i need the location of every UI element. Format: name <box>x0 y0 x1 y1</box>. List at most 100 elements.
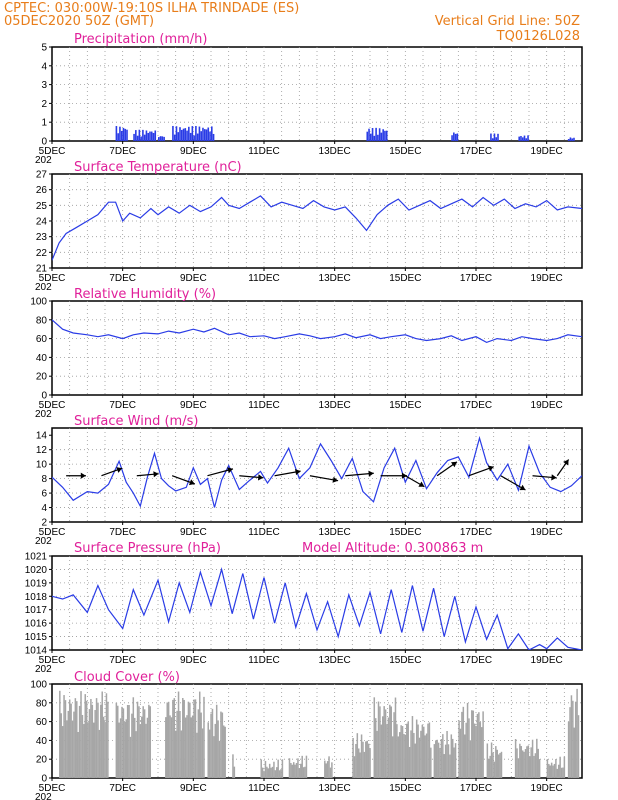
cloud-bar <box>215 704 218 778</box>
cloud-bar <box>534 753 537 778</box>
y-tick-label: 10 <box>36 460 48 471</box>
cloud-bar <box>398 732 401 778</box>
cloud-bar <box>170 717 173 778</box>
wind-arrow-head <box>80 472 86 479</box>
cloud-bar <box>223 725 225 778</box>
precip-bar <box>569 137 572 141</box>
precip-bar <box>378 128 381 141</box>
cloud-bar <box>514 739 517 778</box>
cloud-bar <box>413 732 415 778</box>
precip-bar <box>521 137 524 141</box>
precip-bar <box>200 131 202 141</box>
cloud-bar <box>386 724 388 778</box>
cloud-bar <box>553 763 556 778</box>
precip-bar <box>368 128 370 141</box>
panel-title: Precipitation (mm/h) <box>74 32 207 47</box>
cloud-bar <box>576 688 578 778</box>
x-tick-label: 19DEC <box>531 273 563 284</box>
cloud-bar <box>573 727 576 778</box>
header-model: TQ0126L028 <box>496 29 580 44</box>
cloud-bar <box>384 709 387 778</box>
header-station: CPTEC: 030:00W-19:10S ILHA TRINDADE (ES) <box>4 1 299 16</box>
wind-arrow-head <box>116 467 123 473</box>
cloud-bar <box>458 720 460 778</box>
cloud-bar <box>557 764 560 778</box>
y-tick-label: 40 <box>36 353 48 364</box>
cloud-bar <box>102 716 105 778</box>
cloud-bar <box>81 714 84 778</box>
y-tick-label: 1021 <box>25 552 48 563</box>
cloud-bar <box>173 698 176 778</box>
cloud-bar <box>473 723 476 778</box>
cloud-bar <box>280 769 282 778</box>
cloud-bar <box>440 739 443 778</box>
cloud-bar <box>90 698 92 778</box>
cloud-bar <box>520 746 523 778</box>
x-tick-label: 7DEC <box>109 527 136 538</box>
cloud-bar <box>562 767 564 778</box>
y-tick-label: 2 <box>41 99 47 110</box>
precip-bar <box>520 135 522 141</box>
cloud-bar <box>423 726 425 778</box>
cloud-bar <box>468 718 470 778</box>
cloud-bar <box>391 736 394 778</box>
cloud-bar <box>538 759 541 778</box>
y-tick-label: 26 <box>36 185 48 196</box>
cloud-bar <box>407 721 409 778</box>
cloud-bar <box>211 708 214 778</box>
cloud-bar <box>301 755 303 778</box>
cloud-bar <box>80 691 82 778</box>
panel-title: Surface Temperature (nC) <box>74 160 242 175</box>
cloud-bar <box>83 724 85 778</box>
wind-arrow-head <box>153 471 159 478</box>
y-tick-label: 0 <box>41 391 47 402</box>
x-tick-label: 7DEC <box>109 783 136 794</box>
cloud-bar <box>300 763 302 778</box>
x-tick-label: 19DEC <box>531 783 563 794</box>
y-tick-label: 5 <box>41 43 47 54</box>
precip-bar <box>373 135 376 141</box>
cloud-bar <box>326 761 329 778</box>
precip-bar <box>180 129 183 141</box>
precip-bar <box>172 125 174 141</box>
series-line <box>52 435 582 508</box>
x-tick-label: 15DEC <box>389 655 421 666</box>
cloud-bar <box>550 762 553 778</box>
cloud-bar <box>77 731 79 778</box>
cloud-bar <box>143 709 146 778</box>
cloud-bar <box>366 740 368 778</box>
cloud-bar <box>100 704 102 778</box>
x-tick-label: 17DEC <box>460 146 492 157</box>
series-line <box>52 567 582 650</box>
cloud-bar <box>297 758 299 778</box>
y-tick-label: 23 <box>36 232 48 243</box>
cloud-bar <box>415 719 418 778</box>
y-tick-label: 1020 <box>25 565 48 576</box>
cloud-bar <box>471 710 473 778</box>
x-tick-label: 7DEC <box>109 146 136 157</box>
x-tick-label: 11DEC <box>248 273 280 284</box>
precip-bar <box>382 129 384 141</box>
cloud-bar <box>179 710 181 778</box>
cloud-bar <box>61 726 64 778</box>
panel-3: 0 20 40 60 80 100 5DEC 7DEC 9DEC 11DEC 13DEC 15DEC 1… <box>30 287 583 420</box>
cloud-bar <box>324 760 326 778</box>
y-tick-label: 6 <box>41 489 47 500</box>
cloud-bar <box>200 712 202 778</box>
cloud-bar <box>141 716 143 778</box>
cloud-bar <box>390 706 392 778</box>
cloud-bar <box>325 763 327 778</box>
cloud-bar <box>174 730 177 778</box>
x-tick-label: 7DEC <box>109 655 136 666</box>
cloud-bar <box>268 763 271 778</box>
y-tick-label: 8 <box>41 474 47 485</box>
cloud-bar <box>465 722 467 778</box>
x-tick-label: 5DEC <box>39 527 66 538</box>
cloud-bar <box>437 742 440 778</box>
cloud-bar <box>131 713 133 778</box>
cloud-bar <box>486 743 489 778</box>
cloud-bar <box>74 698 77 778</box>
precip-bar <box>140 136 142 141</box>
cloud-bar <box>233 766 236 778</box>
